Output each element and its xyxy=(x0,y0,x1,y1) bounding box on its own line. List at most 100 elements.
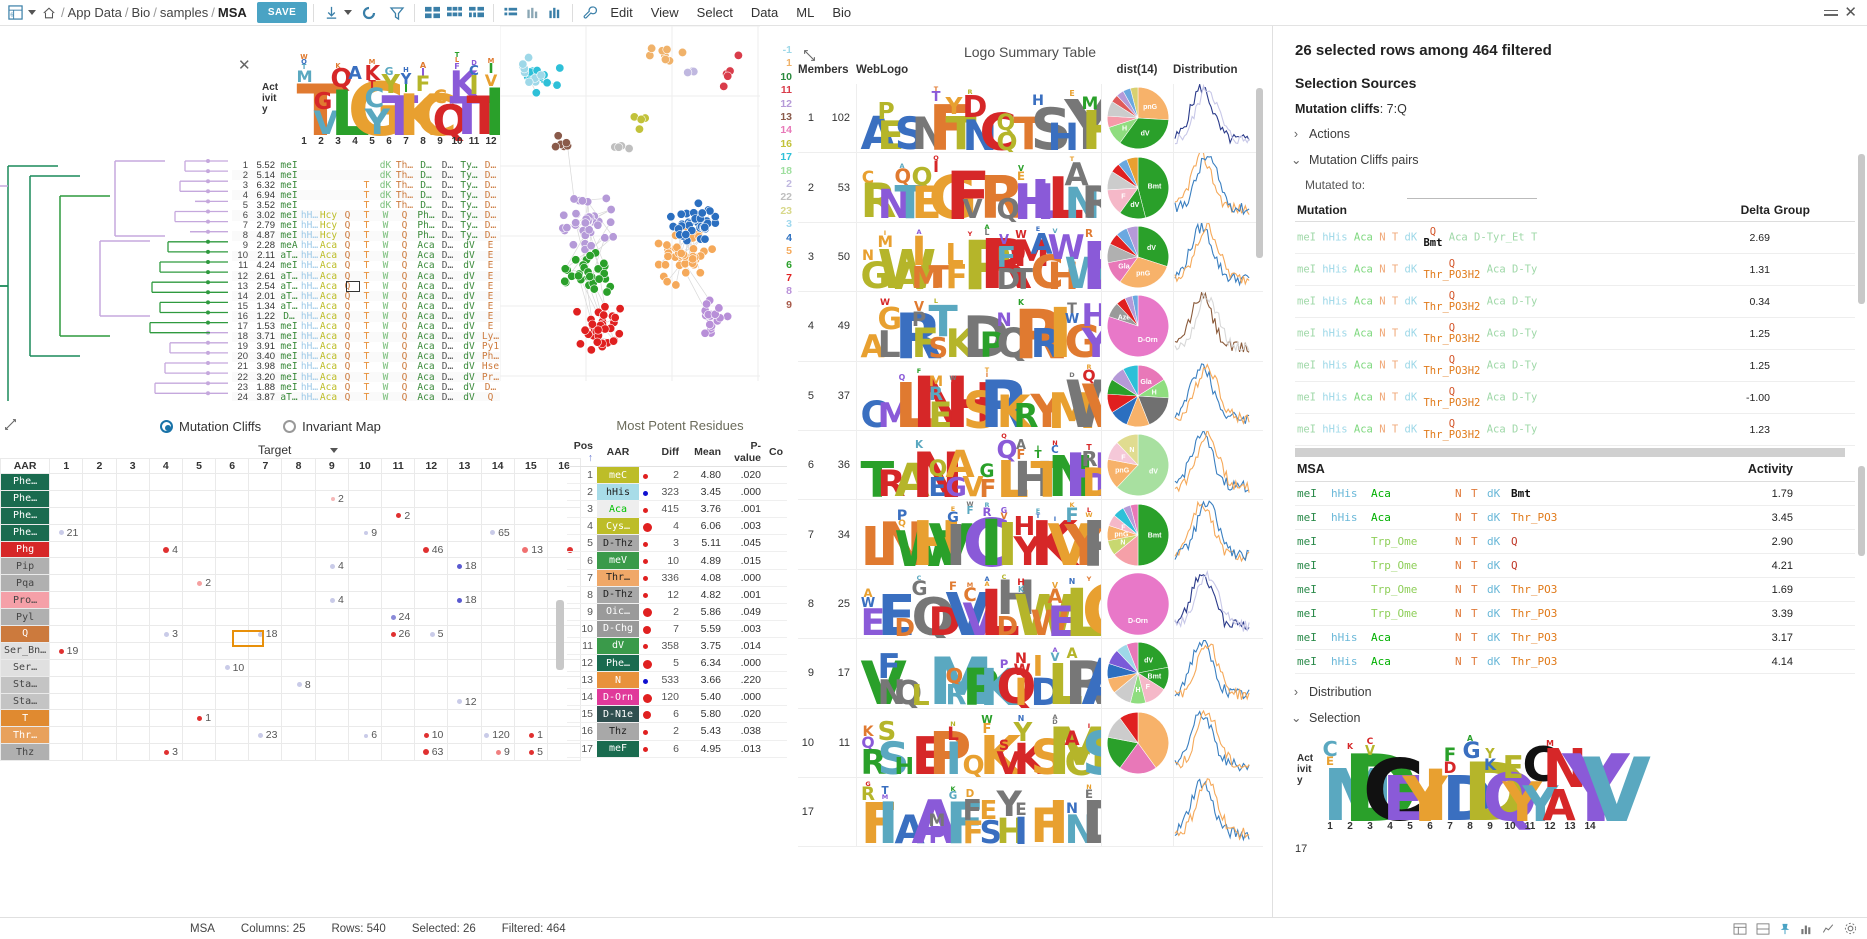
heatmap-cell[interactable] xyxy=(148,557,183,576)
sequence-cell[interactable]: D… xyxy=(441,341,454,353)
heatmap-cell[interactable] xyxy=(414,675,449,694)
heatmap-cell[interactable] xyxy=(480,608,515,627)
mutation-col-header[interactable]: Delta xyxy=(1698,199,1772,222)
mcl-node[interactable] xyxy=(524,53,534,63)
sequence-cell[interactable]: T xyxy=(363,321,370,333)
potent-aar[interactable]: meV xyxy=(597,551,639,570)
heatmap-cell[interactable] xyxy=(480,658,515,677)
sequence-cell[interactable]: Ph… xyxy=(417,220,435,232)
sequence-cell[interactable]: dV xyxy=(463,280,475,292)
sequence-cell[interactable]: D… xyxy=(441,290,454,302)
sequence-cell[interactable]: Q xyxy=(344,331,351,343)
col-members[interactable]: Members xyxy=(798,64,849,76)
chart-icon[interactable] xyxy=(1800,923,1813,935)
heatmap-cell[interactable]: 23 xyxy=(248,726,283,745)
heatmap-row[interactable]: Sta… 8 xyxy=(0,675,582,694)
mcl-node[interactable] xyxy=(593,325,603,335)
sequence-cell[interactable]: T xyxy=(363,260,370,272)
sequence-cell[interactable]: dK xyxy=(379,169,392,181)
heatmap-cell[interactable] xyxy=(115,523,150,542)
heatmap-aar-label[interactable]: Sta… xyxy=(0,692,51,711)
heatmap-cell[interactable] xyxy=(480,641,515,660)
heatmap-cell[interactable] xyxy=(148,641,183,660)
sequence-cell[interactable]: dV xyxy=(463,381,475,393)
heatmap-cell[interactable] xyxy=(414,591,449,610)
sequence-cell[interactable]: Ty… xyxy=(460,159,478,171)
mcl-node[interactable] xyxy=(573,271,583,281)
sequence-cell[interactable]: hH… xyxy=(300,361,319,373)
heatmap-cell[interactable] xyxy=(248,743,283,762)
mutation-table-hscrollbar[interactable] xyxy=(1295,448,1845,457)
sequence-cell[interactable]: Aca xyxy=(319,371,338,383)
logo-row-weblogo[interactable]: TRANKEQGAVFGLQQHFATTINCNHDRT xyxy=(856,430,1101,500)
heatmap-cell[interactable] xyxy=(148,675,183,694)
sequence-cell[interactable]: hH… xyxy=(300,321,319,333)
sequence-cell[interactable]: Q xyxy=(401,361,408,373)
mcl-node[interactable] xyxy=(733,50,743,60)
heatmap-cell[interactable] xyxy=(148,709,183,728)
mcl-node[interactable] xyxy=(572,307,582,317)
sequence-cell[interactable]: aT… xyxy=(280,270,298,282)
heatmap-cell[interactable] xyxy=(148,726,183,745)
filter-icon[interactable] xyxy=(386,2,408,24)
mcl-node[interactable] xyxy=(585,251,595,261)
sequence-cell[interactable]: Aca xyxy=(319,341,338,353)
heatmap-cell[interactable] xyxy=(314,675,349,694)
sequence-cell[interactable]: D… xyxy=(441,371,454,383)
heatmap-cell[interactable] xyxy=(115,658,150,677)
heatmap-cell[interactable] xyxy=(314,608,349,627)
sequence-cell[interactable]: Th… xyxy=(395,179,414,191)
sequence-cell[interactable]: W xyxy=(382,371,389,383)
heatmap-cell[interactable] xyxy=(181,608,217,627)
logo-row-distribution[interactable] xyxy=(1173,708,1251,777)
sequence-cell[interactable]: Aca xyxy=(319,310,338,322)
heatmap-cell[interactable] xyxy=(281,709,316,728)
close-icon[interactable]: ✕ xyxy=(1844,4,1857,21)
sequence-cell[interactable]: Aca xyxy=(417,270,435,282)
target-select[interactable]: Target xyxy=(258,443,338,457)
potent-aar[interactable]: Thz xyxy=(597,722,639,741)
heatmap-cell[interactable]: 13 xyxy=(513,540,548,559)
mcl-node[interactable] xyxy=(676,209,686,219)
heatmap-aar-label[interactable]: Ser_Bn… xyxy=(0,641,51,660)
sequence-cell[interactable]: D… xyxy=(441,310,454,322)
mcl-node[interactable] xyxy=(700,222,710,232)
menu-ml[interactable]: ML xyxy=(796,5,815,20)
heatmap-cell[interactable] xyxy=(381,692,416,711)
potent-row[interactable]: 14 D-Orn 120 5.40.000 xyxy=(567,688,787,707)
sequence-cell[interactable]: Ty… xyxy=(460,230,478,242)
heatmap-cell[interactable] xyxy=(181,473,217,491)
heatmap-cell[interactable] xyxy=(215,641,250,660)
sequence-cell[interactable]: dK xyxy=(379,189,392,201)
heatmap-cell[interactable] xyxy=(347,557,383,576)
heatmap-cell[interactable] xyxy=(513,658,548,677)
heatmap-cell[interactable] xyxy=(82,743,117,762)
sequence-cell[interactable]: W xyxy=(382,300,389,312)
heatmap-cell[interactable] xyxy=(49,608,84,627)
mutation-row[interactable]: meI hHis Aca N T dK Q Thr_PO3H2 Aca D-Ty 1… xyxy=(1295,413,1855,446)
sequence-cell[interactable]: Q xyxy=(401,270,408,282)
potent-aar[interactable]: Oic… xyxy=(597,603,639,621)
heatmap-cell[interactable] xyxy=(115,709,150,728)
heatmap-cell[interactable] xyxy=(414,473,449,491)
sequence-cell[interactable]: Q xyxy=(344,290,351,302)
logo-summary-row[interactable]: 253RCNTQAEQGIQFVRQHEVLLNATRBmtdVF xyxy=(798,153,1263,223)
sequence-cell[interactable]: Q xyxy=(344,310,351,322)
hamburger-icon[interactable] xyxy=(1824,7,1839,19)
mcl-legend-item[interactable]: 6 xyxy=(786,258,792,271)
sequence-cell[interactable]: dV xyxy=(463,341,475,353)
heatmap-cell[interactable]: 1 xyxy=(181,709,217,728)
mcl-node[interactable] xyxy=(614,142,624,152)
layout-grid-icon[interactable] xyxy=(421,2,443,24)
heatmap-cell[interactable] xyxy=(181,557,217,576)
potent-aar[interactable]: D-N1e xyxy=(597,705,639,724)
settings-icon[interactable] xyxy=(1844,922,1857,935)
heatmap-cell[interactable]: 18 xyxy=(447,557,482,576)
mcl-legend-item[interactable]: 2 xyxy=(786,178,792,191)
heatmap-aar-label[interactable]: T xyxy=(0,709,51,728)
mcl-legend-item[interactable]: 4 xyxy=(786,231,792,244)
wrench-icon[interactable] xyxy=(579,2,601,24)
